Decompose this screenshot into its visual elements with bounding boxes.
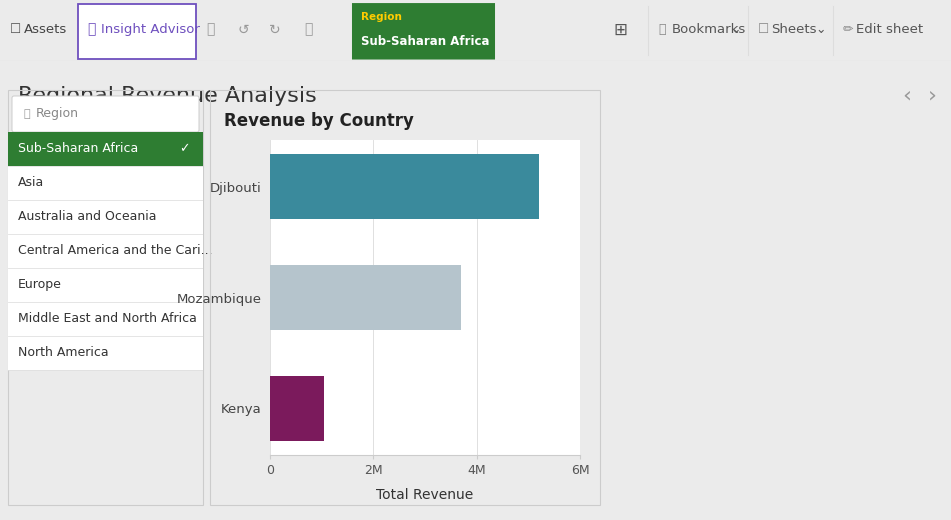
Text: Asia: Asia: [18, 176, 45, 189]
Text: Revenue by Country: Revenue by Country: [224, 112, 414, 130]
Text: Europe: Europe: [18, 279, 62, 292]
Bar: [8, 268, 203, 302]
Text: ↻: ↻: [269, 22, 281, 36]
Bar: [8, 132, 203, 166]
Bar: [8, 302, 203, 336]
Text: Sheets: Sheets: [771, 23, 817, 36]
FancyBboxPatch shape: [12, 96, 199, 132]
Bar: [270, 154, 538, 219]
Text: ⌖: ⌖: [87, 22, 95, 36]
Text: Regional Revenue Analysis: Regional Revenue Analysis: [18, 86, 317, 106]
FancyBboxPatch shape: [352, 3, 495, 59]
Bar: [270, 265, 461, 330]
Bar: [8, 166, 203, 200]
Text: 🔖: 🔖: [658, 23, 666, 36]
Text: ⌄: ⌄: [730, 23, 741, 36]
Bar: [8, 234, 203, 268]
Text: Central America and the Cari...: Central America and the Cari...: [18, 244, 213, 257]
Text: Assets: Assets: [24, 23, 68, 36]
Text: ⌄: ⌄: [815, 23, 825, 36]
Text: ✏: ✏: [843, 23, 853, 36]
Text: ⌕: ⌕: [205, 22, 214, 36]
Text: Middle East and North Africa: Middle East and North Africa: [18, 313, 197, 326]
Text: Edit sheet: Edit sheet: [856, 23, 923, 36]
Bar: [270, 376, 324, 440]
Text: Region: Region: [361, 12, 402, 22]
Bar: [8, 200, 203, 234]
Text: North America: North America: [18, 346, 108, 359]
Text: ⊞: ⊞: [613, 20, 627, 38]
Text: ↺: ↺: [237, 22, 249, 36]
FancyBboxPatch shape: [78, 4, 196, 59]
Text: Sub-Saharan Africa: Sub-Saharan Africa: [18, 142, 138, 155]
Text: Region: Region: [36, 108, 79, 121]
Text: ›: ›: [927, 86, 937, 106]
Text: Insight Advisor: Insight Advisor: [101, 23, 200, 36]
Text: ☐: ☐: [10, 23, 21, 36]
Text: Bookmarks: Bookmarks: [672, 23, 747, 36]
Text: Australia and Oceania: Australia and Oceania: [18, 211, 157, 224]
Text: ☐: ☐: [758, 23, 769, 36]
X-axis label: Total Revenue: Total Revenue: [377, 488, 474, 502]
Text: ✓: ✓: [180, 142, 190, 155]
Text: Sub-Saharan Africa: Sub-Saharan Africa: [361, 35, 490, 48]
Text: ‹: ‹: [902, 86, 911, 106]
Text: 🔍: 🔍: [24, 109, 30, 119]
Bar: [8, 336, 203, 370]
Text: ⦿: ⦿: [303, 22, 312, 36]
